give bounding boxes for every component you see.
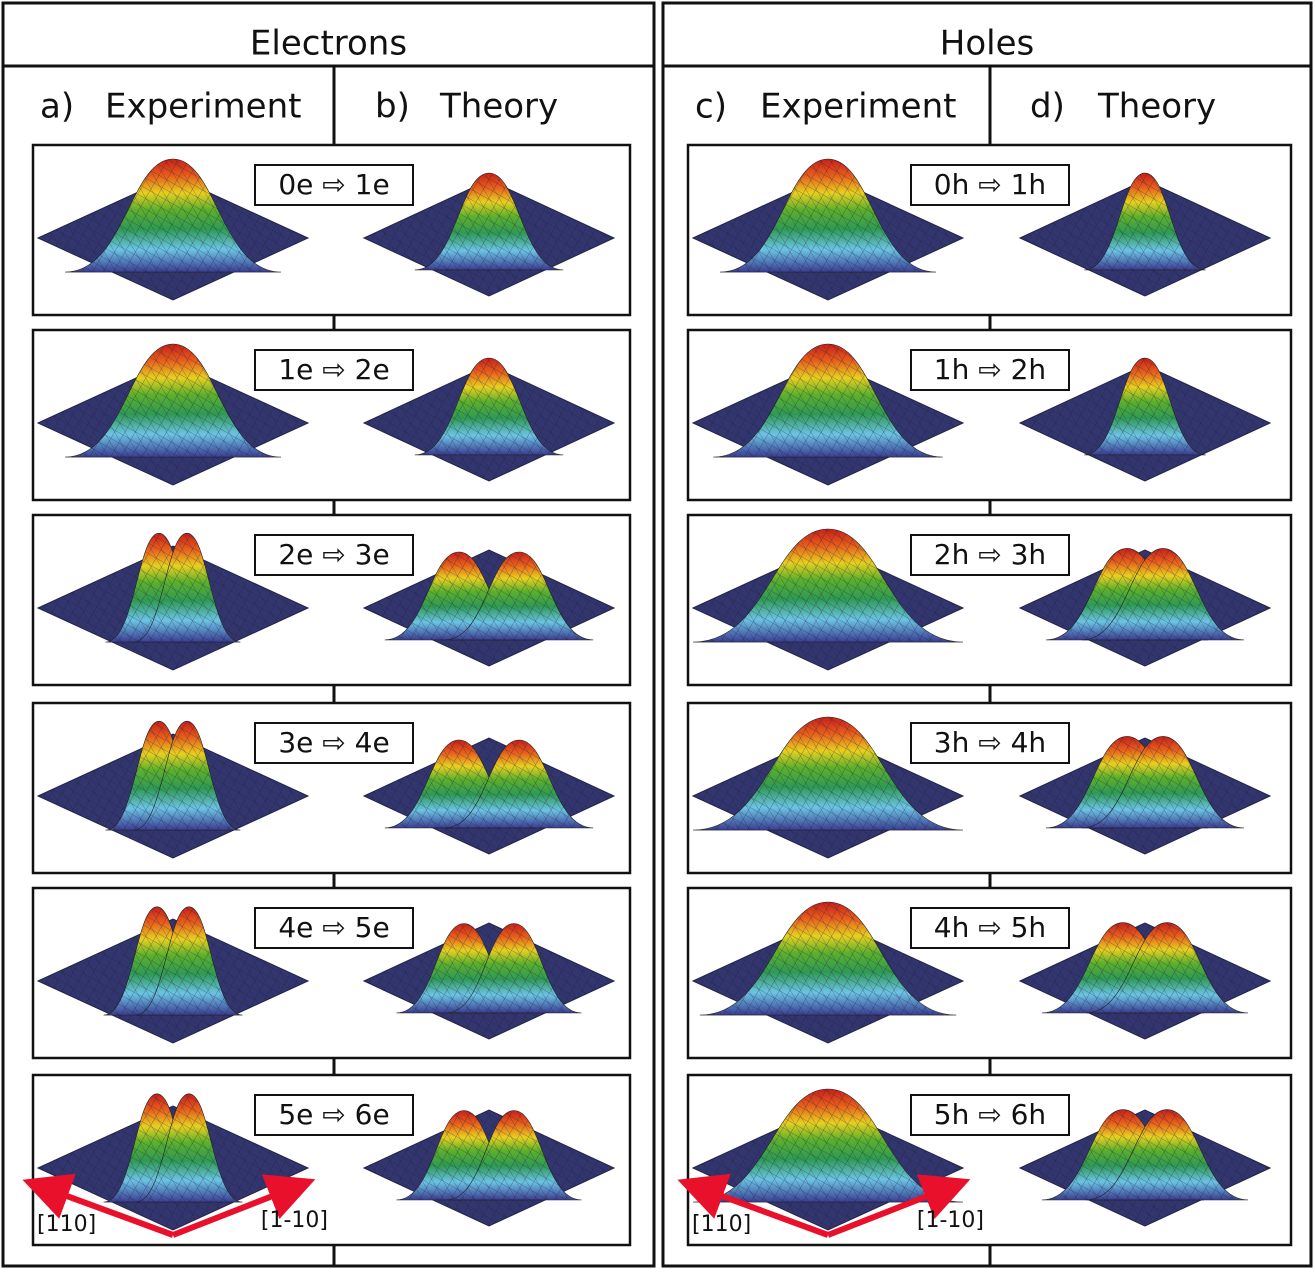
transition-label: 0h ⇨ 1h — [934, 168, 1046, 201]
column-letter: a) — [40, 87, 74, 127]
column-letter: d) — [1030, 87, 1065, 127]
transition-label: 1h ⇨ 2h — [934, 353, 1046, 386]
transition-label: 1e ⇨ 2e — [278, 353, 389, 386]
column-label: Theory — [439, 87, 558, 127]
column-letter: c) — [695, 87, 727, 127]
transition-label: 5e ⇨ 6e — [278, 1098, 389, 1131]
panel-title: Holes — [940, 24, 1034, 64]
axis-label: [1-10] — [261, 1208, 328, 1233]
panel-title: Electrons — [250, 24, 407, 64]
transition-label: 3e ⇨ 4e — [278, 726, 389, 759]
axis-label: [110] — [692, 1212, 751, 1237]
axis-label: [110] — [37, 1212, 96, 1237]
column-letter: b) — [375, 87, 410, 127]
column-label: Theory — [1097, 87, 1216, 127]
transition-label: 2h ⇨ 3h — [934, 538, 1046, 571]
transition-label: 4h ⇨ 5h — [934, 911, 1046, 944]
transition-label: 4e ⇨ 5e — [278, 911, 389, 944]
transition-label: 2e ⇨ 3e — [278, 538, 389, 571]
figure: Electrons a) Experiment b) Theory 0e ⇨ 1e 1e ⇨… — [0, 0, 1315, 1269]
transition-label: 3h ⇨ 4h — [934, 726, 1046, 759]
transition-label: 0e ⇨ 1e — [278, 168, 389, 201]
axis-label: [1-10] — [917, 1208, 984, 1233]
column-label: Experiment — [105, 87, 301, 127]
column-label: Experiment — [760, 87, 956, 127]
transition-label: 5h ⇨ 6h — [934, 1098, 1046, 1131]
